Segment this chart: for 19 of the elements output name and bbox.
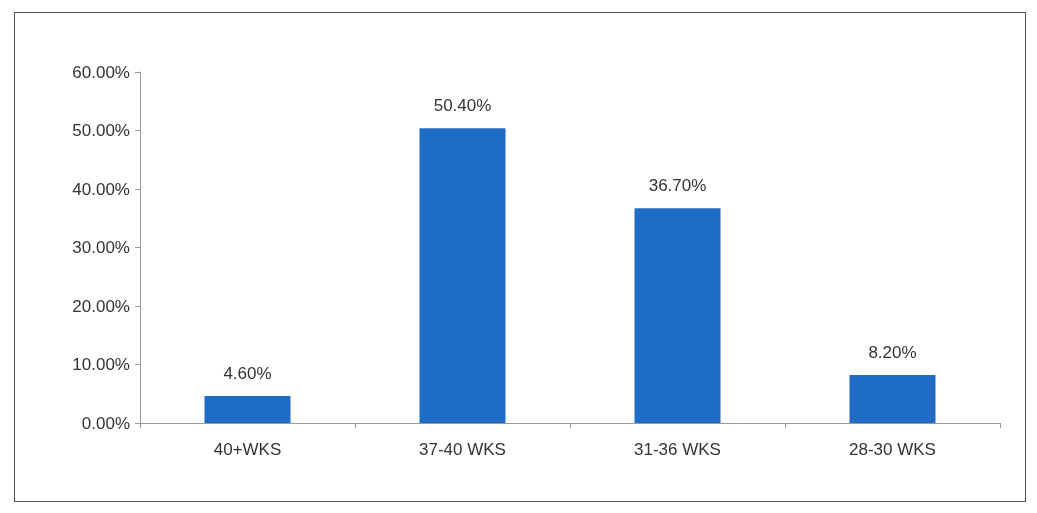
y-tick-label: 10.00% <box>72 355 130 374</box>
data-label: 50.40% <box>433 96 492 116</box>
y-tick-label: 30.00% <box>72 238 130 257</box>
x-tick-label: 37-40 WKS <box>419 440 506 459</box>
x-tick-label: 28-30 WKS <box>849 440 936 459</box>
y-tick-label: 40.00% <box>72 179 130 199</box>
y-tick-label: 60.00% <box>72 62 130 82</box>
data-label: 36.70% <box>648 176 707 196</box>
y-tick-label: 0.00% <box>81 413 130 433</box>
bar <box>849 375 936 423</box>
bar <box>204 396 291 423</box>
y-tick-label: 50.00% <box>72 121 130 140</box>
data-label: 4.60% <box>223 364 272 384</box>
x-tick-label: 31-36 WKS <box>634 440 721 459</box>
y-tick-label: 20.00% <box>72 296 130 316</box>
bar <box>634 208 721 423</box>
bar <box>419 128 506 423</box>
data-label: 8.20% <box>868 343 917 363</box>
x-tick-label: 40+WKS <box>213 440 282 459</box>
